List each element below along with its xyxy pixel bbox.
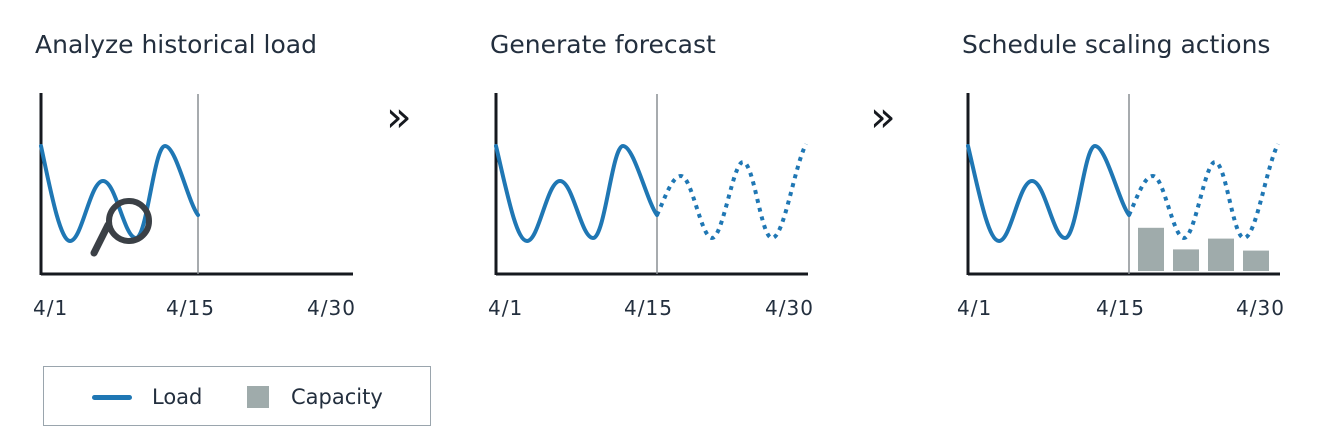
legend: Load Capacity (43, 366, 431, 426)
step-forecast-title: Generate forecast (490, 30, 716, 59)
capacity-bar (1243, 250, 1269, 271)
capacity-bar (1138, 227, 1164, 271)
step-analyze-title: Analyze historical load (35, 30, 317, 59)
next-step-arrow-icon: » (870, 92, 896, 141)
capacity-bar (1208, 238, 1234, 271)
step-forecast-panel: Generate forecast 4/1 4/15 4/30 (488, 0, 870, 340)
historical-load-line (39, 143, 200, 244)
tick-label: 4/15 (1096, 296, 1145, 320)
legend-capacity-label: Capacity (291, 385, 383, 409)
schedule-chart (966, 93, 1280, 276)
forecast-chart (494, 93, 808, 276)
tick-label: 4/1 (488, 296, 524, 320)
capacity-bar (1173, 249, 1199, 271)
legend-item-capacity: Capacity (247, 367, 383, 427)
step-analyze-panel: Analyze historical load 4/1 4/15 4/30 (33, 0, 415, 340)
tick-label: 4/1 (957, 296, 993, 320)
tick-label: 4/15 (166, 296, 215, 320)
legend-load-label: Load (152, 385, 203, 409)
capacity-swatch-icon (247, 386, 269, 408)
historical-load-line (494, 143, 659, 244)
analyze-chart (39, 93, 353, 276)
step-schedule-panel: Schedule scaling actions 4/1 4/15 4/30 (957, 0, 1330, 340)
next-step-arrow-icon: » (386, 92, 412, 141)
historical-load-line (966, 143, 1131, 244)
forecast-load-line (655, 143, 808, 241)
magnifier-icon (90, 198, 152, 257)
tick-label: 4/15 (624, 296, 673, 320)
capacity-bars (1138, 227, 1269, 271)
tick-label: 4/30 (307, 296, 356, 320)
load-line-swatch-icon (92, 394, 132, 400)
tick-label: 4/1 (33, 296, 69, 320)
legend-item-load: Load (92, 367, 202, 427)
tick-label: 4/30 (1236, 296, 1285, 320)
forecast-load-line (1127, 143, 1280, 241)
step-schedule-title: Schedule scaling actions (962, 30, 1271, 59)
tick-label: 4/30 (765, 296, 814, 320)
